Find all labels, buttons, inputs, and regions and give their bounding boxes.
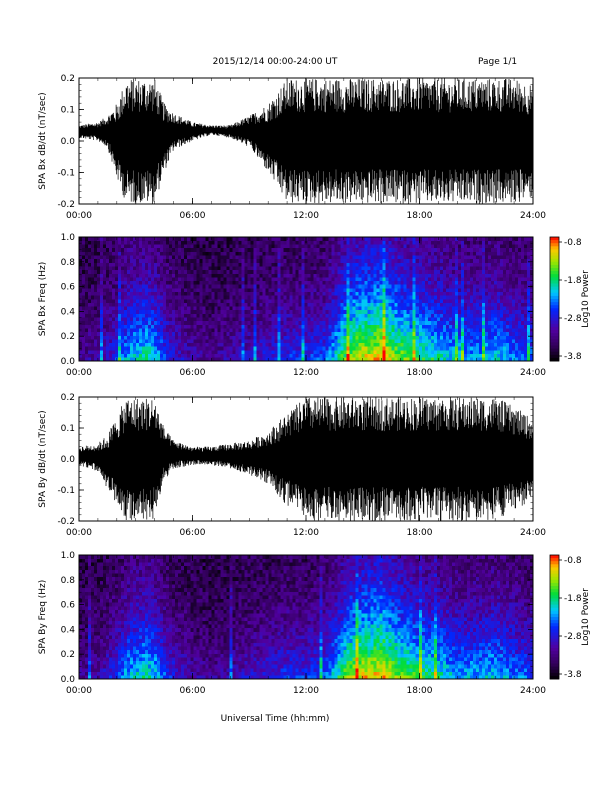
colorbar-tick-label: -3.8 [564, 670, 582, 680]
x-tick-label: 24:00 [520, 528, 546, 538]
page-indicator: Page 1/1 [478, 57, 517, 67]
colorbar-tick-label: -1.8 [564, 594, 582, 604]
colorbar-tick-label: -1.8 [564, 276, 582, 286]
panel-2: -0.8 -1.8 -2.8 -3.8 Log10 Power 1.0 0.8 0.6 0.4 0… [38, 233, 591, 378]
colorbar-label: Log10 Power [581, 270, 591, 328]
y-tick-label: 0.4 [61, 307, 76, 317]
y-axis-label: SPA Bx Freq (Hz) [38, 262, 48, 337]
y-tick-label: 0.6 [61, 283, 76, 293]
y-tick-label: 0.0 [61, 675, 76, 685]
waveform-trace [78, 397, 534, 521]
colorbar-4: -0.8 -1.8 -2.8 -3.8 Log10 Power [549, 554, 591, 680]
y-tick-label: 1.0 [61, 233, 76, 243]
panel-1: 0.2 0.1 0.0 -0.1 -0.2 SPA Bx dB/dt (nT/sec) 00… [38, 74, 546, 221]
y-axis-label: SPA By dB/dt (nT/sec) [38, 410, 48, 507]
x-tick-label: 18:00 [407, 528, 433, 538]
y-tick-label: -0.2 [57, 517, 75, 527]
y-tick-label: 0.8 [61, 576, 76, 586]
y-axis-label: SPA Bx dB/dt (nT/sec) [38, 92, 48, 189]
colorbar-frame [549, 236, 560, 362]
x-tick-label: 12:00 [293, 211, 319, 221]
spectrogram-cells [79, 555, 534, 680]
colorbar-tick-label: -0.8 [564, 556, 582, 566]
y-tick-label: 0.1 [61, 106, 75, 116]
figure-title: 2015/12/14 00:00-24:00 UT [213, 57, 338, 67]
x-tick-label: 00:00 [66, 528, 92, 538]
colorbar-2: -0.8 -1.8 -2.8 -3.8 Log10 Power [549, 236, 591, 362]
y-tick-label: 0.1 [61, 424, 75, 434]
y-tick-label: 0.0 [61, 357, 76, 367]
x-tick-label: 06:00 [180, 528, 206, 538]
x-tick-label: 12:00 [293, 686, 319, 696]
y-tick-label: 1.0 [61, 551, 76, 561]
x-tick-label: 24:00 [520, 368, 546, 378]
x-tick-label: 18:00 [407, 211, 433, 221]
x-tick-label: 24:00 [520, 686, 546, 696]
colorbar-tick-label: -0.8 [564, 238, 582, 248]
y-tick-label: 0.2 [61, 332, 75, 342]
y-tick-label: 0.2 [61, 393, 75, 403]
y-tick-label: -0.1 [57, 169, 75, 179]
y-tick-label: -0.2 [57, 200, 75, 210]
x-tick-label: 18:00 [407, 368, 433, 378]
colorbar-tick-label: -3.8 [564, 352, 582, 362]
x-tick-label: 06:00 [180, 211, 206, 221]
x-axis-title: Universal Time (hh:mm) [221, 714, 330, 724]
y-tick-label: 0.4 [61, 625, 76, 635]
x-tick-label: 06:00 [180, 368, 206, 378]
colorbar-label: Log10 Power [581, 588, 591, 646]
y-axis-label: SPA By Freq (Hz) [38, 580, 48, 655]
y-tick-label: 0.0 [61, 137, 76, 147]
y-tick-label: 0.0 [61, 455, 76, 465]
y-tick-label: 0.6 [61, 601, 76, 611]
colorbar-frame [549, 554, 560, 680]
x-tick-label: 12:00 [293, 368, 319, 378]
y-tick-label: 0.2 [61, 74, 75, 84]
x-tick-label: 24:00 [520, 211, 546, 221]
x-tick-label: 00:00 [66, 686, 92, 696]
y-tick-label: -0.1 [57, 486, 75, 496]
x-tick-label: 00:00 [66, 368, 92, 378]
panel-4: -0.8 -1.8 -2.8 -3.8 Log10 Power 1.0 0.8 0.6 0.4 0… [38, 551, 591, 696]
spectrogram-cells [79, 237, 534, 362]
waveform-trace [78, 78, 534, 204]
colorbar-tick-label: -2.8 [564, 632, 582, 642]
x-tick-label: 18:00 [407, 686, 433, 696]
y-tick-label: 0.2 [61, 650, 75, 660]
colorbar-tick-label: -2.8 [564, 314, 582, 324]
x-tick-label: 00:00 [66, 211, 92, 221]
x-tick-label: 06:00 [180, 686, 206, 696]
y-tick-label: 0.8 [61, 258, 76, 268]
panel-3: 0.2 0.1 0.0 -0.1 -0.2 SPA By dB/dt (nT/sec) 00… [38, 393, 546, 538]
x-tick-label: 12:00 [293, 528, 319, 538]
